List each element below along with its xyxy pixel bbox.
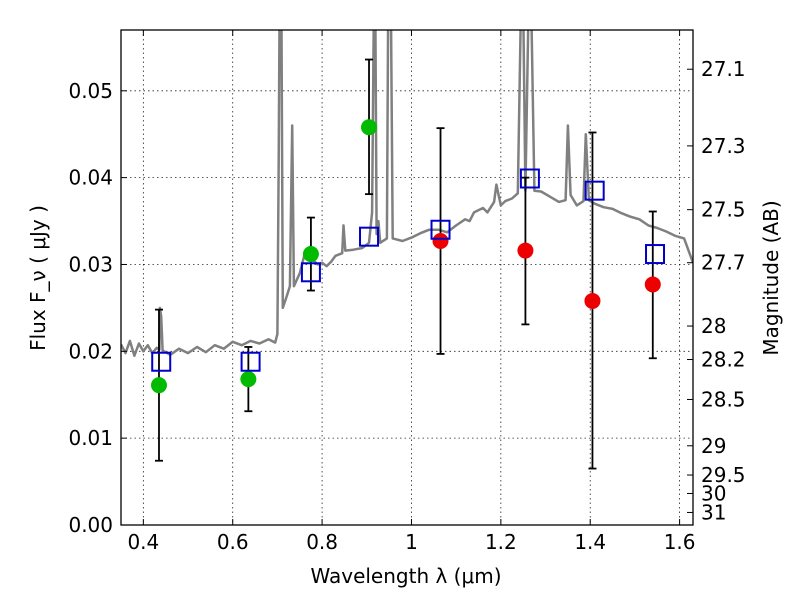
y-axis-right-label: Magnitude (AB) xyxy=(759,200,783,355)
mag-tick-label: 27.7 xyxy=(701,251,746,275)
mag-tick-label: 31 xyxy=(701,500,726,524)
model-box-marker xyxy=(584,180,605,201)
mag-tick-label: 27.5 xyxy=(701,198,746,222)
x-tick-label: 1 xyxy=(405,530,418,554)
observed-point xyxy=(361,119,378,136)
y-tick-label: 0.03 xyxy=(68,252,113,276)
x-tick-label: 1.6 xyxy=(664,530,696,554)
y-tick-label: 0.05 xyxy=(68,79,113,103)
observed-point xyxy=(302,246,319,263)
mag-tick-label: 28.2 xyxy=(701,348,746,372)
y-tick-label: 0.04 xyxy=(68,166,113,190)
observed-point xyxy=(150,377,167,394)
model-box-marker xyxy=(359,226,380,247)
model-box-marker xyxy=(519,168,540,189)
observed-point xyxy=(584,292,601,309)
mag-tick-label: 27.1 xyxy=(701,57,746,81)
observed-point xyxy=(644,276,661,293)
mag-tick-label: 29.5 xyxy=(701,463,746,487)
y-tick-label: 0.01 xyxy=(68,426,113,450)
model-box-marker xyxy=(645,244,666,265)
model-spectrum-line xyxy=(121,30,693,357)
plot-area xyxy=(121,30,693,470)
y-axis-label: Flux F_ν ( μJy ) xyxy=(26,205,50,351)
mag-tick-label: 28 xyxy=(701,314,726,338)
x-tick-label: 0.8 xyxy=(306,530,338,554)
mag-tick-label: 27.3 xyxy=(701,134,746,158)
model-box-marker xyxy=(300,262,321,283)
grid xyxy=(121,30,693,526)
model-box-marker xyxy=(430,219,451,240)
model-box-marker xyxy=(240,351,261,372)
x-tick-label: 1.2 xyxy=(485,530,517,554)
observed-point xyxy=(517,242,534,259)
observed-point xyxy=(432,233,449,250)
mag-tick-label: 29 xyxy=(701,434,726,458)
y-tick-label: 0.02 xyxy=(68,339,113,363)
plot-frame xyxy=(120,29,694,526)
mag-tick-label: 30 xyxy=(701,481,726,505)
y-tick-label: 0.00 xyxy=(68,513,113,537)
x-axis-label: Wavelength λ (μm) xyxy=(310,564,501,588)
x-tick-label: 0.6 xyxy=(217,530,249,554)
observed-point xyxy=(240,371,257,388)
x-tick-label: 1.4 xyxy=(574,530,606,554)
x-tick-label: 0.4 xyxy=(127,530,159,554)
axes: 0.4 0.6 0.8 1 1.2 1.4 1.6 0.00 0.01 0.02 0.03 0.04 0… xyxy=(68,30,746,554)
mag-tick-label: 28.5 xyxy=(701,387,746,411)
model-box-marker xyxy=(151,351,172,372)
